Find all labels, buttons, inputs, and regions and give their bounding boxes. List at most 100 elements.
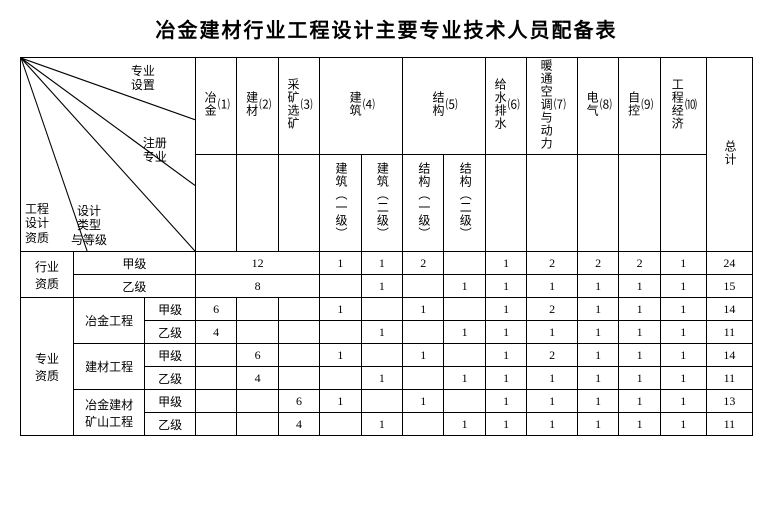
subcol-blank-6 bbox=[485, 155, 526, 252]
cell: 1 bbox=[444, 321, 485, 344]
cell: 1 bbox=[444, 413, 485, 436]
rowgroup-pro: 专业资质 bbox=[21, 298, 74, 436]
table-row: 建材工程 甲级 6 1 1 1 2 1 1 1 14 bbox=[21, 344, 753, 367]
cell: 1 bbox=[527, 413, 578, 436]
cell bbox=[444, 252, 485, 275]
col-7: ⑺暖通空调与动力 bbox=[527, 58, 578, 155]
cell: 1 bbox=[485, 390, 526, 413]
cell: 12 bbox=[195, 252, 319, 275]
subcol-blank-8 bbox=[577, 155, 618, 252]
cell-total: 14 bbox=[706, 344, 752, 367]
cell bbox=[195, 413, 236, 436]
col-9: ⑼自控 bbox=[619, 58, 660, 155]
cell-total: 11 bbox=[706, 321, 752, 344]
cell bbox=[195, 344, 236, 367]
col-4: ⑷建筑 bbox=[320, 58, 403, 155]
cell bbox=[403, 413, 444, 436]
col-10: ⑽工程经济 bbox=[660, 58, 706, 155]
cell bbox=[444, 390, 485, 413]
cell: 1 bbox=[619, 344, 660, 367]
cell: 1 bbox=[361, 367, 402, 390]
cell: 1 bbox=[619, 390, 660, 413]
cell bbox=[320, 367, 361, 390]
cell: 1 bbox=[577, 298, 618, 321]
cell: 1 bbox=[444, 275, 485, 298]
cell: 1 bbox=[485, 413, 526, 436]
cell: 1 bbox=[619, 413, 660, 436]
grade-label: 乙级 bbox=[145, 413, 196, 436]
diag-label-top: 专业设置 bbox=[131, 64, 155, 93]
cell bbox=[403, 367, 444, 390]
cell: 1 bbox=[320, 390, 361, 413]
cell: 1 bbox=[619, 275, 660, 298]
grade-label: 乙级 bbox=[73, 275, 195, 298]
subgroup-met: 冶金工程 bbox=[73, 298, 144, 344]
cell: 1 bbox=[320, 252, 361, 275]
cell: 4 bbox=[195, 321, 236, 344]
diagonal-header: 专业设置 注册专业 设计类型与等级 工程设计资质 bbox=[21, 58, 196, 252]
cell: 1 bbox=[660, 344, 706, 367]
cell: 2 bbox=[577, 252, 618, 275]
subcol-blank-2 bbox=[237, 155, 278, 252]
grade-label: 甲级 bbox=[145, 344, 196, 367]
cell bbox=[195, 367, 236, 390]
table-row: 行业资质 甲级 12 1 1 2 1 2 2 2 1 24 bbox=[21, 252, 753, 275]
col-total: 总计 bbox=[706, 58, 752, 252]
cell: 1 bbox=[403, 298, 444, 321]
grade-label: 乙级 bbox=[145, 367, 196, 390]
cell bbox=[237, 298, 278, 321]
cell: 1 bbox=[660, 390, 706, 413]
cell bbox=[278, 321, 319, 344]
table-row: 乙级 8 1 1 1 1 1 1 1 15 bbox=[21, 275, 753, 298]
cell bbox=[320, 275, 361, 298]
cell: 1 bbox=[577, 321, 618, 344]
grade-label: 乙级 bbox=[145, 321, 196, 344]
cell-total: 13 bbox=[706, 390, 752, 413]
cell: 6 bbox=[195, 298, 236, 321]
col-5: ⑸结构 bbox=[403, 58, 486, 155]
cell: 1 bbox=[660, 252, 706, 275]
cell: 1 bbox=[660, 298, 706, 321]
cell: 1 bbox=[485, 367, 526, 390]
subcol-blank-1 bbox=[195, 155, 236, 252]
subcol-blank-7 bbox=[527, 155, 578, 252]
cell bbox=[237, 390, 278, 413]
grade-label: 甲级 bbox=[73, 252, 195, 275]
cell bbox=[195, 390, 236, 413]
grade-label: 甲级 bbox=[145, 390, 196, 413]
cell: 1 bbox=[577, 390, 618, 413]
cell: 1 bbox=[660, 367, 706, 390]
cell: 1 bbox=[619, 367, 660, 390]
cell: 2 bbox=[527, 344, 578, 367]
cell: 1 bbox=[444, 367, 485, 390]
subcol-blank-9 bbox=[619, 155, 660, 252]
subcol-struct2: 结构（二级） bbox=[444, 155, 485, 252]
cell: 6 bbox=[278, 390, 319, 413]
cell: 1 bbox=[485, 321, 526, 344]
cell-total: 11 bbox=[706, 367, 752, 390]
cell: 1 bbox=[660, 275, 706, 298]
subcol-arch2: 建筑（二级） bbox=[361, 155, 402, 252]
cell: 2 bbox=[619, 252, 660, 275]
cell: 1 bbox=[485, 252, 526, 275]
cell: 2 bbox=[527, 252, 578, 275]
cell bbox=[444, 344, 485, 367]
cell: 1 bbox=[660, 321, 706, 344]
cell: 1 bbox=[485, 275, 526, 298]
rowgroup-industry: 行业资质 bbox=[21, 252, 74, 298]
col-1: ⑴冶金 bbox=[195, 58, 236, 155]
subcol-blank-10 bbox=[660, 155, 706, 252]
cell: 2 bbox=[403, 252, 444, 275]
cell: 1 bbox=[619, 298, 660, 321]
cell bbox=[237, 413, 278, 436]
subgroup-bm: 建材工程 bbox=[73, 344, 144, 390]
cell bbox=[361, 344, 402, 367]
cell: 1 bbox=[403, 344, 444, 367]
cell: 4 bbox=[278, 413, 319, 436]
allocation-table: 专业设置 注册专业 设计类型与等级 工程设计资质 ⑴冶金 ⑵建材 ⑶采矿选矿 ⑷… bbox=[20, 57, 753, 436]
table-row: 专业资质 冶金工程 甲级 6 1 1 1 2 1 1 1 14 bbox=[21, 298, 753, 321]
col-6: ⑹给水排水 bbox=[485, 58, 526, 155]
cell-total: 11 bbox=[706, 413, 752, 436]
cell: 1 bbox=[619, 321, 660, 344]
cell bbox=[403, 321, 444, 344]
